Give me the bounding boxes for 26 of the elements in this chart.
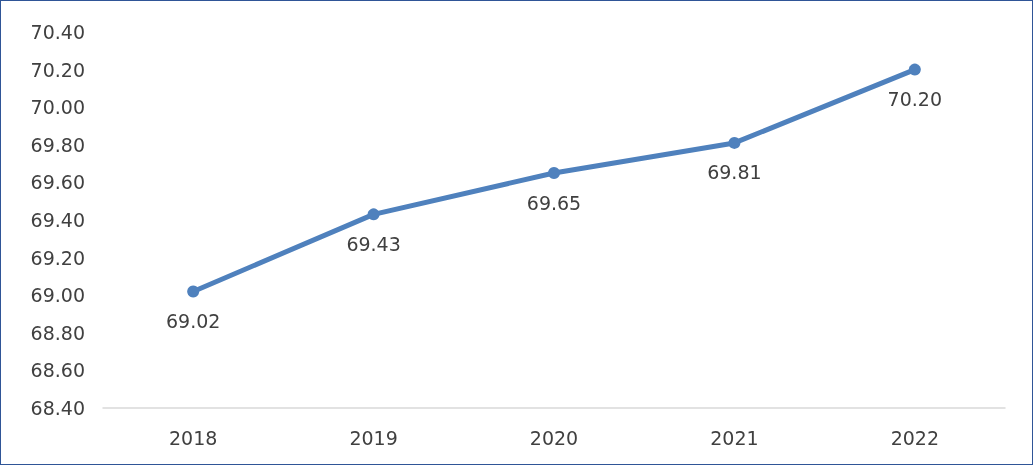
data-label: 69.81 <box>707 161 762 184</box>
y-tick-label: 69.60 <box>30 171 85 194</box>
y-tick-label: 69.00 <box>30 284 85 307</box>
data-label: 69.65 <box>526 191 582 214</box>
y-tick-label: 69.40 <box>30 209 85 231</box>
x-tick-label: 2019 <box>349 426 398 449</box>
x-tick-label: 2021 <box>710 426 759 449</box>
data-label: 69.43 <box>346 232 401 255</box>
y-tick-label: 68.40 <box>30 397 85 419</box>
point <box>367 208 380 221</box>
y-tick-label: 69.80 <box>30 133 85 156</box>
data-label: 69.02 <box>166 309 221 332</box>
y-tick-label: 68.60 <box>30 359 85 382</box>
y-tick-label: 68.80 <box>30 321 85 344</box>
x-tick-label: 2020 <box>529 426 579 449</box>
point <box>187 285 200 298</box>
data-label: 70.20 <box>887 88 942 111</box>
y-tick-label: 70.40 <box>30 21 85 43</box>
x-tick-label: 2022 <box>890 426 939 449</box>
y-tick-label: 69.20 <box>30 246 85 269</box>
x-tick-label: 2018 <box>169 426 218 449</box>
point <box>548 167 560 179</box>
point <box>908 63 921 76</box>
y-tick-label: 70.00 <box>30 96 85 119</box>
point <box>728 136 741 149</box>
y-tick-label: 70.20 <box>30 58 85 81</box>
